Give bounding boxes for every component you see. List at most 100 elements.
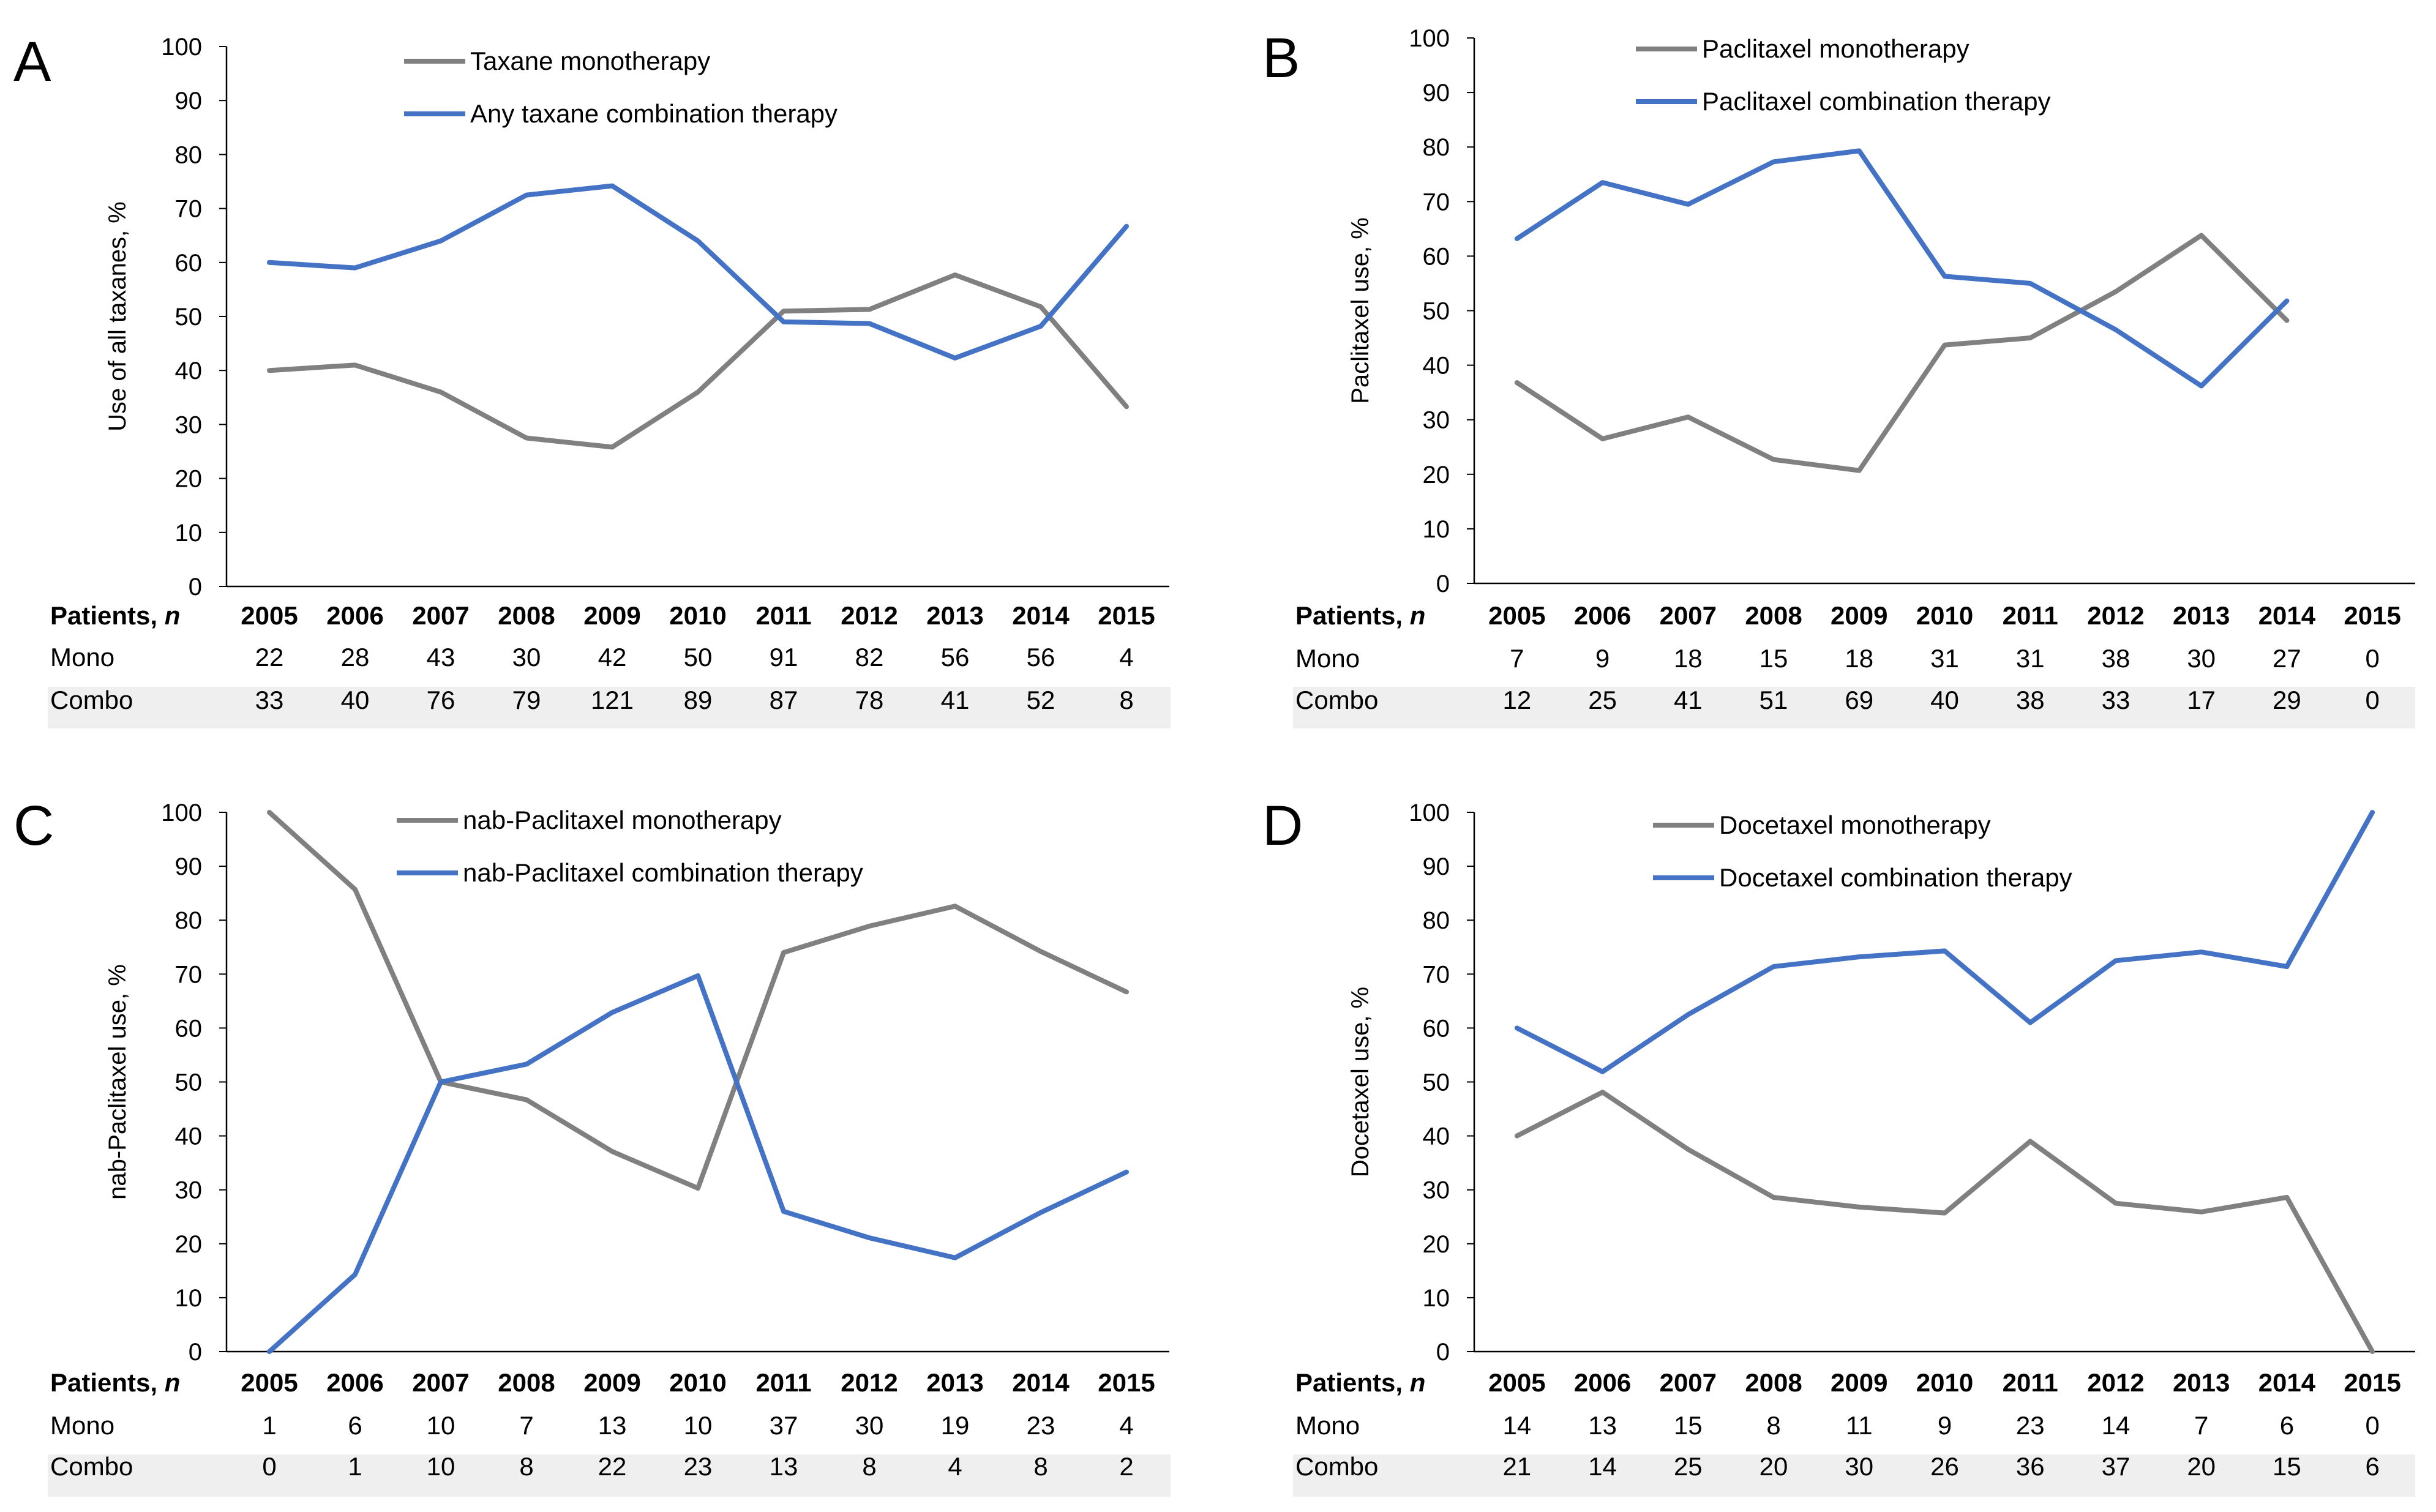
panel-c-table-cell: 10 xyxy=(684,1411,713,1440)
panel-a-table-cell: 22 xyxy=(255,643,284,672)
panel-d-y-tick-label: 0 xyxy=(1436,1339,1450,1366)
panel-a-table-cell: 40 xyxy=(341,686,370,714)
panel-d-x-tick-label: 2014 xyxy=(2258,1368,2316,1397)
panel-a-table-cell: 87 xyxy=(770,686,798,714)
panel-d-series-mono-line xyxy=(1514,1090,2375,1354)
panel-b-table-header-n: n xyxy=(1410,601,1426,630)
panel-b-table-band xyxy=(1293,687,2415,728)
panel-c-table-cell: 2 xyxy=(1119,1452,1133,1481)
panel-c-x-tick-label: 2014 xyxy=(1012,1368,1070,1397)
panel-b-x-tick-label: 2014 xyxy=(2258,601,2316,630)
panel-b-table-cell: 38 xyxy=(2016,686,2045,714)
panel-c-y-tick-label: 10 xyxy=(175,1285,203,1312)
panel-d-y-tick-label: 90 xyxy=(1423,853,1450,880)
panel-d-table-cell: 36 xyxy=(2016,1452,2045,1481)
panel-a-series-mono-line xyxy=(267,272,1129,450)
panel-d-y-tick-label: 60 xyxy=(1423,1015,1450,1042)
panel-a-series-combo-line xyxy=(267,183,1129,361)
panel-a-table-cell: 76 xyxy=(427,686,455,714)
panel-b-table-cell: 31 xyxy=(2016,644,2045,673)
panel-c-table-cell: 19 xyxy=(941,1411,970,1440)
panel-d-x-tick-label: 2010 xyxy=(1916,1368,1973,1397)
panel-c-table-cell: 10 xyxy=(427,1452,455,1481)
panel-b-table-cell: 12 xyxy=(1503,686,1532,714)
panel-b-x-tick-label: 2005 xyxy=(1488,601,1545,630)
panel-d-table-cell: 23 xyxy=(2016,1411,2045,1440)
panel-d-x-tick-label: 2009 xyxy=(1831,1368,1887,1397)
panel-d-table-cell: 20 xyxy=(1760,1452,1788,1481)
panel-a-table-cell: 91 xyxy=(770,643,798,672)
panel-b-x-tick-label: 2008 xyxy=(1745,601,1802,630)
panel-d-x-tick-label: 2012 xyxy=(2087,1368,2144,1397)
panel-a-table-cell: 56 xyxy=(1027,643,1055,672)
panel-a-table-cell: 121 xyxy=(591,686,634,714)
panel-d-table-cell: 37 xyxy=(2102,1452,2131,1481)
panel-c-table-cell: 8 xyxy=(519,1452,533,1481)
panel-d-x-tick-label: 2011 xyxy=(2003,1368,2058,1397)
panel-b-table-cell: 40 xyxy=(1930,686,1959,714)
panel-c-x-tick-label: 2011 xyxy=(755,1368,811,1397)
panel-a-y-tick-label: 40 xyxy=(175,357,203,384)
panel-b-table-cell: 29 xyxy=(2273,686,2301,714)
panel-c-x-tick-label: 2015 xyxy=(1098,1368,1155,1397)
panel-a-y-tick-label: 90 xyxy=(175,88,203,114)
panel-d-table-cell: 0 xyxy=(2365,1411,2379,1440)
panel-b-table-header: Patients, n xyxy=(1295,601,1425,630)
panel-c-legend-label-mono: nab-Paclitaxel monotherapy xyxy=(463,806,782,834)
panel-d-y-tick-label: 10 xyxy=(1423,1285,1450,1312)
panel-c-x-tick-label: 2007 xyxy=(412,1368,469,1397)
panel-b-table-cell: 17 xyxy=(2187,686,2216,714)
panel-d-table-cell: 14 xyxy=(1588,1452,1617,1481)
panel-c-x-tick-label: 2008 xyxy=(498,1368,555,1397)
panel-c-table-cell: 13 xyxy=(598,1411,627,1440)
panel-a-table-cell: 50 xyxy=(684,643,713,672)
panel-d-series-combo-line xyxy=(1514,810,2375,1074)
panel-a-table-header: Patients, n xyxy=(50,601,180,630)
panel-c-y-tick-label: 80 xyxy=(175,907,203,934)
panel-c-table-cell: 23 xyxy=(684,1452,713,1481)
panel-b-table-cell: 30 xyxy=(2187,644,2216,673)
panel-d-table-cell: 15 xyxy=(2273,1452,2301,1481)
panel-c-y-tick-label: 30 xyxy=(175,1177,203,1204)
panel-c-table-cell: 22 xyxy=(598,1452,627,1481)
panel-c-y-tick-label: 100 xyxy=(161,799,202,826)
panel-d-table-band xyxy=(1293,1454,2415,1497)
panel-a-table-cell: 4 xyxy=(1119,643,1133,672)
panel-b-table-cell: 18 xyxy=(1845,644,1873,673)
panel-b-legend-label-mono: Paclitaxel monotherapy xyxy=(1702,34,1969,63)
panel-a-table-cell: 78 xyxy=(855,686,884,714)
panel-b-y-axis-label: Paclitaxel use, % xyxy=(1347,217,1374,404)
panel-a-table-cell: 56 xyxy=(941,643,970,672)
panel-a-x-tick-label: 2009 xyxy=(583,601,640,630)
panel-c-table-cell: 37 xyxy=(770,1411,798,1440)
panel-a-y-tick-label: 10 xyxy=(175,520,203,547)
panel-c-table-header-text: Patients, xyxy=(50,1368,165,1397)
panel-b-x-tick-label: 2006 xyxy=(1574,601,1631,630)
panel-d-x-tick-label: 2015 xyxy=(2344,1368,2400,1397)
panel-d-x-tick-label: 2006 xyxy=(1574,1368,1631,1397)
panel-d-y-tick-label: 30 xyxy=(1423,1177,1450,1204)
panel-b-y-tick-label: 80 xyxy=(1423,134,1450,161)
panel-b-letter: B xyxy=(1262,27,1300,89)
panel-b-series-mono-line xyxy=(1514,233,2290,473)
panel-b-table-cell: 25 xyxy=(1588,686,1617,714)
panel-d-table-cell: 11 xyxy=(1846,1411,1873,1440)
panel-d-table-cell: 25 xyxy=(1674,1452,1703,1481)
panel-b-y-tick-label: 30 xyxy=(1423,407,1450,434)
panel-c-table-cell: 1 xyxy=(262,1411,276,1440)
panel-d-x-tick-label: 2013 xyxy=(2173,1368,2230,1397)
panel-a-letter: A xyxy=(13,31,51,93)
panel-b-x-tick-label: 2012 xyxy=(2087,601,2144,630)
panel-c-y-tick-label: 40 xyxy=(175,1123,203,1150)
panel-c-table-cell: 30 xyxy=(855,1411,884,1440)
panel-c-table-cell: 6 xyxy=(348,1411,362,1440)
panel-b-table-cell: 7 xyxy=(1510,644,1524,673)
panel-a-x-tick-label: 2007 xyxy=(412,601,469,630)
panel-a-x-tick-label: 2011 xyxy=(755,601,811,630)
panel-b-x-tick-label: 2011 xyxy=(2003,601,2058,630)
panel-a-table-header-n: n xyxy=(165,601,181,630)
panel-d-table-cell: 8 xyxy=(1766,1411,1780,1440)
panel-d-letter: D xyxy=(1262,795,1303,857)
panel-d-table-cell: 30 xyxy=(1845,1452,1873,1481)
